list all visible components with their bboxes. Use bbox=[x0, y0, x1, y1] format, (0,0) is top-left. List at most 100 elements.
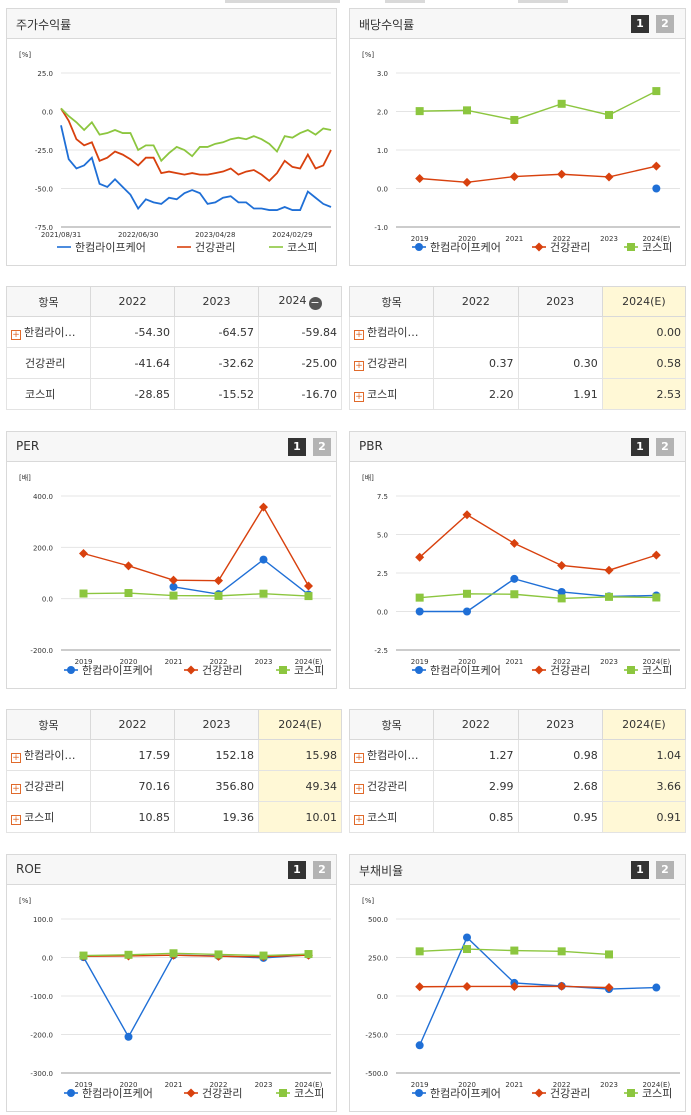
x-tick-label: 2024(E) bbox=[295, 658, 323, 666]
expand-icon[interactable]: + bbox=[11, 784, 21, 794]
legend-label: 한컴라이프케어 bbox=[75, 241, 146, 254]
row-name-cell[interactable]: 코스피 bbox=[6, 378, 91, 410]
page-2-button[interactable]: 2 bbox=[313, 861, 331, 879]
expand-icon[interactable]: + bbox=[354, 784, 364, 794]
legend-label: 건강관리 bbox=[550, 241, 590, 254]
row-name-cell[interactable]: + 한컴라이… bbox=[348, 316, 435, 348]
y-tick-label: -1.0 bbox=[374, 224, 388, 232]
column-header-label: 2023 bbox=[202, 295, 231, 308]
row-name-cell[interactable]: + 코스피 bbox=[6, 801, 91, 833]
unit-label: [배] bbox=[362, 473, 374, 482]
expand-icon[interactable]: + bbox=[11, 815, 21, 825]
expand-icon[interactable]: + bbox=[354, 815, 364, 825]
y-tick-label: 0.0 bbox=[377, 186, 388, 194]
column-header-label: 2024(E) bbox=[622, 718, 666, 731]
data-point bbox=[79, 951, 88, 960]
roe-panel: ROE 1 2 [%] 100.0 0.0 -100.0 -200.0 -300.0 201… bbox=[6, 854, 337, 1112]
x-tick-label: 2022 bbox=[210, 658, 228, 666]
data-point bbox=[509, 981, 519, 991]
value-cell: 17.59 bbox=[90, 739, 175, 771]
row-name: 한컴라이… bbox=[24, 326, 76, 339]
row-name-cell[interactable]: + 건강관리 bbox=[348, 347, 435, 379]
page-1-button[interactable]: 1 bbox=[288, 438, 306, 456]
collapse-icon[interactable]: − bbox=[308, 295, 322, 310]
value-cell: 0.37 bbox=[433, 347, 519, 379]
data-point bbox=[304, 581, 313, 591]
page-1-button[interactable]: 1 bbox=[631, 861, 649, 879]
legend-marker bbox=[415, 243, 423, 251]
data-point bbox=[463, 607, 471, 616]
series-line bbox=[60, 107, 332, 183]
data-point bbox=[604, 983, 614, 993]
row-name-cell[interactable]: + 코스피 bbox=[348, 801, 435, 833]
data-point bbox=[652, 983, 661, 992]
data-point bbox=[124, 561, 133, 571]
value-cell: 2.20 bbox=[433, 378, 519, 410]
data-point bbox=[462, 177, 472, 187]
page-1-button[interactable]: 1 bbox=[288, 861, 306, 879]
x-tick-label: 2019 bbox=[411, 658, 429, 666]
y-tick-label: 7.5 bbox=[377, 493, 388, 501]
series-line bbox=[419, 90, 657, 121]
expand-icon[interactable]: + bbox=[354, 330, 364, 340]
x-tick-label: 2020 bbox=[458, 1081, 476, 1089]
x-tick-label: 2024(E) bbox=[642, 658, 670, 666]
y-tick-label: -25.0 bbox=[35, 147, 53, 155]
data-point bbox=[259, 555, 268, 564]
row-name-cell[interactable]: 건강관리 bbox=[6, 347, 91, 379]
column-header: 2023 bbox=[517, 709, 603, 740]
value-cell: 15.98 bbox=[258, 739, 342, 771]
data-point bbox=[462, 981, 472, 991]
row-name-cell[interactable]: + 한컴라이… bbox=[6, 739, 91, 771]
x-tick-label: 2023 bbox=[255, 658, 273, 666]
column-header-label: 2024(E) bbox=[278, 718, 322, 731]
data-point bbox=[510, 946, 519, 955]
data-point bbox=[557, 99, 566, 108]
row-name-cell[interactable]: + 건강관리 bbox=[6, 770, 91, 802]
x-tick-label: 2021 bbox=[505, 1081, 523, 1089]
y-tick-label: -200.0 bbox=[30, 647, 53, 655]
data-point bbox=[557, 587, 566, 596]
value-cell: 1.91 bbox=[517, 378, 603, 410]
column-header: 2022 bbox=[433, 709, 519, 740]
expand-icon[interactable]: + bbox=[354, 753, 364, 763]
page-1-button[interactable]: 1 bbox=[631, 15, 649, 33]
legend-marker bbox=[627, 1089, 635, 1097]
column-header-label: 2023 bbox=[202, 718, 231, 731]
page-2-button[interactable]: 2 bbox=[656, 438, 674, 456]
expand-icon[interactable]: + bbox=[354, 361, 364, 371]
value-cell: -32.62 bbox=[174, 347, 259, 379]
y-tick-label: -100.0 bbox=[30, 993, 53, 1001]
data-point bbox=[259, 951, 268, 960]
per-panel: PER 1 2 [배] 400.0 200.0 0.0 -200.0 2019 2020 20… bbox=[6, 431, 337, 689]
data-point bbox=[169, 575, 178, 585]
data-point bbox=[304, 592, 313, 601]
row-name: 코스피 bbox=[367, 811, 398, 824]
row-name-cell[interactable]: + 한컴라이… bbox=[6, 316, 91, 348]
row-name-cell[interactable]: + 코스피 bbox=[348, 378, 435, 410]
y-tick-label: -50.0 bbox=[35, 186, 53, 194]
row-name-cell[interactable]: + 한컴라이… bbox=[348, 739, 435, 771]
expand-icon[interactable]: + bbox=[11, 330, 21, 340]
legend-label: 건강관리 bbox=[202, 664, 242, 677]
page-1-button[interactable]: 1 bbox=[631, 438, 649, 456]
page-2-button[interactable]: 2 bbox=[656, 861, 674, 879]
expand-icon[interactable]: + bbox=[354, 392, 364, 402]
data-point bbox=[304, 950, 313, 959]
expand-icon[interactable]: + bbox=[11, 753, 21, 763]
y-tick-label: -75.0 bbox=[35, 224, 53, 232]
legend-marker bbox=[186, 665, 196, 675]
y-tick-label: 2.0 bbox=[377, 109, 388, 117]
pbr-table: 항목 2022 2023 2024(E) + 한컴라이… 1.27 0.98 1.04 + 건강관리… bbox=[348, 709, 687, 833]
data-point bbox=[509, 538, 519, 548]
x-tick-label: 2022 bbox=[553, 235, 571, 243]
row-name-cell[interactable]: + 건강관리 bbox=[348, 770, 435, 802]
value-cell: 3.66 bbox=[601, 770, 687, 802]
page-2-button[interactable]: 2 bbox=[656, 15, 674, 33]
value-cell: -15.52 bbox=[174, 378, 259, 410]
x-tick-label: 2024(E) bbox=[642, 235, 670, 243]
column-header: 2023 bbox=[517, 286, 603, 317]
page-2-button[interactable]: 2 bbox=[313, 438, 331, 456]
series-line bbox=[419, 593, 657, 600]
dividend-chart: [%] 3.0 2.0 1.0 0.0 -1.0 2019 2020 2021 2022 2023 2… bbox=[362, 51, 680, 254]
